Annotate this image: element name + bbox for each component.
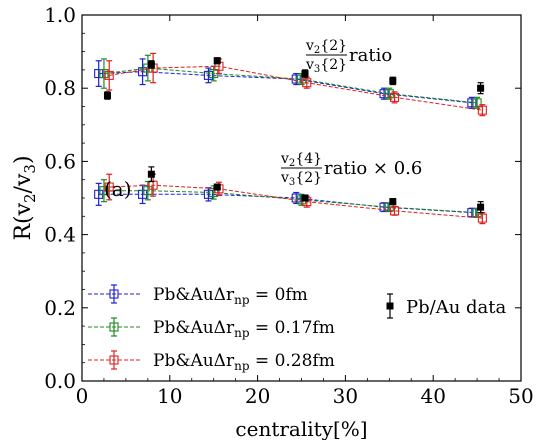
data-point — [301, 70, 309, 78]
y-axis-label-part: /v — [11, 173, 36, 193]
fraction-part: v2{4} — [280, 151, 322, 169]
data-point — [477, 203, 485, 211]
data-point — [389, 77, 397, 85]
series-line — [103, 67, 478, 104]
plot-area — [94, 52, 487, 225]
data-point — [94, 69, 104, 79]
legend-item-0: Pb&AuΔrnp = 0fm — [88, 284, 308, 307]
ratio-suffix: ratio — [349, 45, 392, 66]
legend: Pb&AuΔrnp = 0fm Pb&AuΔrnp = 0.17fm Pb&AuΔr… — [88, 284, 506, 373]
ratio-annotation-1: v2{4}v3{2} ratio × 0.6 — [280, 151, 422, 188]
data-point — [213, 57, 221, 65]
series-line — [104, 190, 478, 214]
y-axis-label-part: 2 — [21, 193, 39, 203]
legend-marker — [109, 355, 119, 365]
y-tick-label: 0.2 — [44, 296, 76, 320]
y-tick-label: 1.0 — [44, 3, 76, 27]
legend-item-data: Pb/Au data — [386, 293, 506, 319]
data-point — [390, 92, 400, 102]
data-point — [104, 182, 114, 192]
series-line — [98, 71, 472, 104]
series-line — [109, 65, 483, 111]
legend-label: Pb&AuΔrnp = 0fm — [153, 285, 308, 307]
x-tick-label: 20 — [245, 384, 270, 408]
data-point — [203, 70, 213, 80]
fraction-part: v3{2} — [280, 170, 322, 188]
data-point — [472, 98, 482, 108]
series-line — [109, 184, 483, 219]
legend-label: Pb&AuΔrnp = 0.28fm — [153, 351, 335, 373]
y-tick-label: 0.4 — [44, 223, 76, 247]
x-axis-label-unit: [%] — [333, 417, 368, 440]
x-tick-label: 40 — [420, 384, 445, 408]
y-axis-label-part: ) — [11, 155, 36, 164]
x-tick-label: 10 — [157, 384, 182, 408]
legend-item-2: Pb&AuΔrnp = 0.28fm — [88, 350, 335, 373]
legend-item-1: Pb&AuΔrnp = 0.17fm — [88, 317, 335, 340]
ratio-suffix: ratio × 0.6 — [324, 158, 422, 179]
data-point — [99, 69, 109, 79]
data-point — [390, 206, 400, 216]
legend-marker — [109, 289, 119, 299]
y-tick-label: 0.0 — [44, 369, 76, 393]
data-point — [147, 60, 155, 68]
legend-marker — [386, 302, 394, 310]
y-axis-label: R(v2/v3) — [11, 155, 39, 240]
data-point — [103, 92, 111, 100]
data-point — [477, 105, 487, 115]
y-tick-label: 0.6 — [44, 149, 76, 173]
data-point — [203, 189, 213, 199]
x-tick-label: 30 — [333, 384, 358, 408]
data-point — [389, 198, 397, 206]
series-3 — [103, 57, 485, 214]
x-tick-label: 0 — [76, 384, 89, 408]
legend-label: Pb&AuΔrnp = 0.17fm — [153, 318, 335, 340]
y-tick-label: 0.8 — [44, 76, 76, 100]
x-tick-label: 50 — [508, 384, 533, 408]
data-point — [104, 70, 114, 80]
ratio-annotation-0: v2{2}v3{2} ratio — [305, 38, 392, 75]
data-point — [302, 78, 312, 88]
fraction-part: v2{2} — [305, 38, 347, 56]
data-point — [147, 170, 155, 178]
data-point — [301, 194, 309, 202]
series-2 — [104, 52, 487, 225]
panel-label: (a) — [104, 177, 132, 201]
data-point — [143, 186, 153, 196]
data-point — [291, 74, 301, 84]
y-axis-label-part: 3 — [21, 164, 39, 174]
fraction-part: v3{2} — [305, 57, 347, 75]
series-line — [98, 193, 472, 214]
data-point — [291, 193, 301, 203]
y-axis-label-part: R(v — [11, 202, 36, 240]
data-point — [477, 84, 485, 92]
x-axis-label-main: centrality — [235, 417, 333, 440]
x-axis-label: centrality[%] — [235, 417, 367, 440]
axes: 0 10 20 30 40 50 0.0 0.2 0.4 0.6 0.8 1.0 centrality[… — [11, 3, 534, 440]
legend-marker — [109, 322, 119, 332]
series-1 — [99, 54, 482, 218]
data-point — [477, 213, 487, 223]
data-point — [213, 183, 221, 191]
legend-label: Pb/Au data — [406, 297, 506, 318]
